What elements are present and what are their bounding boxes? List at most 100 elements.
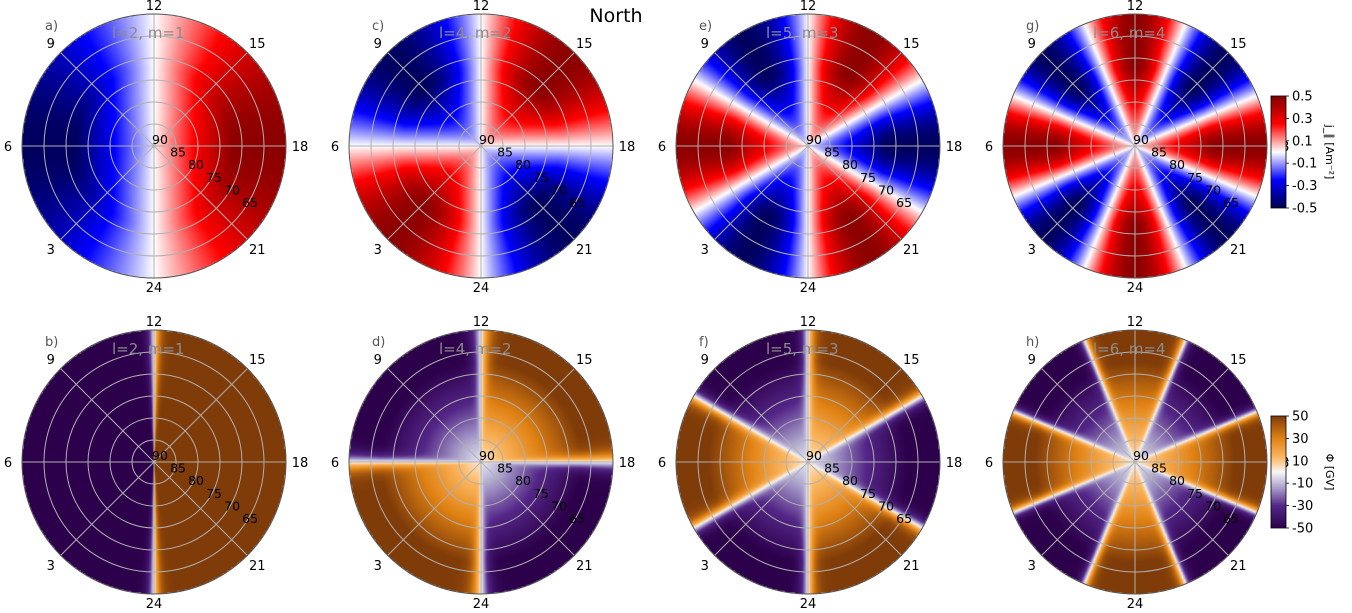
hour-label-15: 15 [249,353,266,368]
radial-gridline [714,368,809,463]
lat-label-90: 90 [1133,448,1149,463]
hour-label-9: 9 [701,353,709,368]
hour-label-3: 3 [374,243,382,258]
radial-gridline [153,145,248,240]
lat-label-70: 70 [878,182,894,197]
outer-boundary [348,329,614,595]
lat-label-90: 90 [479,448,495,463]
lat-label-75: 75 [206,486,222,501]
radial-gridline [807,52,902,147]
lat-label-85: 85 [497,461,513,476]
radial-gridline [1041,368,1136,463]
hour-label-9: 9 [374,37,382,52]
radial-gridline [807,145,902,240]
panel-title: l=6, m=4 [1093,340,1166,358]
panel-letter: c) [372,19,384,34]
colorbar-tick-label: -0.3 [1292,179,1317,194]
lat-label-85: 85 [170,461,186,476]
panel-g: 9085807570651215918621324g)l=6, m=4 [985,0,1289,296]
radial-gridline [480,461,575,556]
colorbar-tick-label: 0.5 [1292,90,1313,105]
hour-label-6: 6 [985,456,993,471]
colorbar-label: Φ [GV] [1323,454,1336,491]
hour-label-6: 6 [331,456,339,471]
outer-boundary [1002,329,1268,595]
hour-label-6: 6 [331,140,339,155]
lat-label-65: 65 [1223,511,1239,526]
lat-label-70: 70 [224,498,240,513]
hour-label-9: 9 [47,353,55,368]
colorbar-tick-label: 30 [1292,432,1309,447]
radial-gridline [60,368,155,463]
lat-label-85: 85 [497,145,513,160]
lat-label-70: 70 [551,498,567,513]
hour-label-6: 6 [658,456,666,471]
colorbar-tick-label: -50 [1292,522,1313,537]
lat-label-75: 75 [533,170,549,185]
lat-label-80: 80 [842,473,858,488]
radial-gridline [480,145,575,240]
hour-label-6: 6 [4,140,12,155]
lat-label-65: 65 [896,195,912,210]
panel-h: 9085807570651215918621324h)l=6, m=4 [985,315,1289,612]
radial-gridline [1134,145,1229,240]
lat-label-90: 90 [806,448,822,463]
radial-gridline [387,145,482,240]
hour-label-15: 15 [1230,353,1247,368]
panel-title: l=4, m=2 [439,24,512,42]
lat-label-70: 70 [551,182,567,197]
hour-label-21: 21 [1230,243,1247,258]
lat-label-75: 75 [206,170,222,185]
hour-label-12: 12 [146,0,163,14]
radial-gridline [1134,461,1229,556]
hour-label-3: 3 [1028,243,1036,258]
hour-label-15: 15 [576,353,593,368]
hour-label-24: 24 [473,597,490,612]
panel-title: l=2, m=1 [112,24,185,42]
colorbars-group: 0.5 0.3 0.1 -0.1 -0.3 -0.5 j_∥ [Am⁻²] 50 30 10 -10… [1270,90,1336,537]
lat-label-70: 70 [1205,498,1221,513]
lat-label-75: 75 [860,486,876,501]
lat-label-75: 75 [533,486,549,501]
colorbar-tick-label: -30 [1292,499,1313,514]
lat-label-75: 75 [1187,170,1203,185]
radial-gridline [1134,368,1229,463]
outer-boundary [1002,13,1268,279]
hour-label-3: 3 [374,559,382,574]
lat-label-90: 90 [152,448,168,463]
panel-title: l=5, m=3 [766,24,839,42]
hour-label-21: 21 [576,243,593,258]
hour-label-24: 24 [1127,597,1144,612]
colorbar-tick-label: -10 [1292,477,1313,492]
hour-label-18: 18 [619,140,636,155]
panel-title: l=5, m=3 [766,340,839,358]
radial-gridline [153,368,248,463]
lat-label-85: 85 [170,145,186,160]
radial-gridline [807,461,902,556]
hour-label-24: 24 [800,281,817,296]
lat-label-85: 85 [824,145,840,160]
hour-label-3: 3 [701,559,709,574]
radial-gridline [1041,145,1136,240]
hour-label-21: 21 [576,559,593,574]
radial-gridline [387,461,482,556]
radial-gridline [714,461,809,556]
lat-label-80: 80 [515,157,531,172]
outer-boundary [21,13,287,279]
panel-title: l=2, m=1 [112,340,185,358]
panel-letter: g) [1026,19,1039,34]
hour-label-12: 12 [800,315,817,330]
colorbar-Phi: 50 30 10 -10 -30 -50 Φ [GV] [1270,410,1336,537]
lat-label-65: 65 [569,195,585,210]
hour-label-24: 24 [800,597,817,612]
hour-label-6: 6 [658,140,666,155]
hour-label-3: 3 [1028,559,1036,574]
panel-title: l=6, m=4 [1093,24,1166,42]
lat-label-90: 90 [806,132,822,147]
hour-label-21: 21 [1230,559,1247,574]
lat-label-80: 80 [188,157,204,172]
hour-label-3: 3 [47,243,55,258]
figure-title: North [589,5,642,27]
